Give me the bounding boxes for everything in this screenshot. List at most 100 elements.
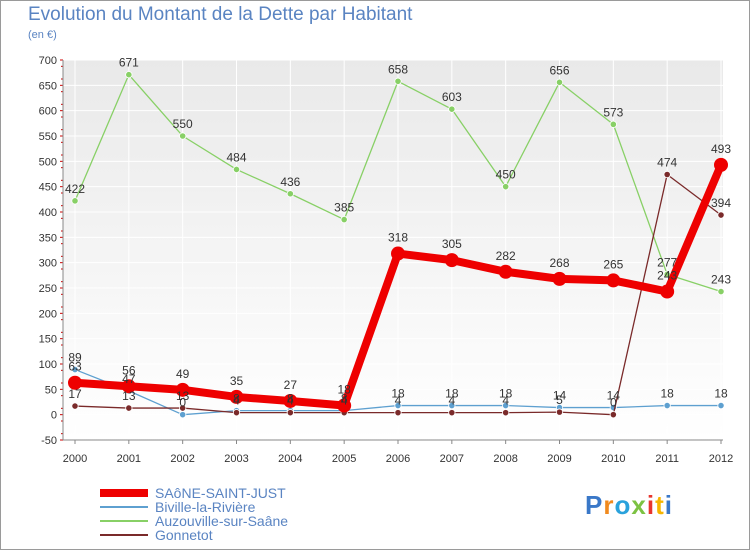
data-label: 14 xyxy=(607,389,621,403)
data-point xyxy=(391,246,405,261)
data-point xyxy=(286,190,294,198)
data-label: 658 xyxy=(388,62,408,76)
y-tick-label: 250 xyxy=(39,283,57,295)
data-label: 0 xyxy=(610,396,617,410)
data-label: 450 xyxy=(496,168,516,182)
data-point xyxy=(555,408,564,416)
data-label: 4 xyxy=(448,394,455,408)
y-tick-label: 650 xyxy=(39,80,57,92)
data-label: 8 xyxy=(341,392,348,406)
data-point xyxy=(714,157,728,172)
data-point xyxy=(502,409,510,417)
data-point xyxy=(394,409,402,417)
data-label: 4 xyxy=(341,394,348,408)
y-tick-label: 600 xyxy=(39,106,57,118)
y-tick-label: 700 xyxy=(39,55,57,67)
y-tick-label: 100 xyxy=(39,359,57,371)
data-point xyxy=(68,375,82,390)
chart-unit-label: (en €) xyxy=(28,29,57,41)
data-label: 265 xyxy=(603,257,623,271)
data-label: 394 xyxy=(711,196,731,210)
data-label: 422 xyxy=(65,182,85,196)
data-label: 268 xyxy=(549,256,569,270)
x-tick-label: 2004 xyxy=(278,453,302,465)
data-label: 4 xyxy=(395,394,402,408)
data-label: 573 xyxy=(603,105,623,119)
x-tick-label: 2009 xyxy=(547,453,571,465)
data-label: 18 xyxy=(714,387,728,401)
data-point xyxy=(175,382,190,397)
data-point xyxy=(179,411,187,419)
data-label: 5 xyxy=(556,393,563,407)
proxiti-logo: Proxiti xyxy=(585,490,673,520)
data-point xyxy=(71,365,79,374)
data-label: 4 xyxy=(287,394,294,408)
data-label: 8 xyxy=(233,392,240,406)
x-tick-label: 2002 xyxy=(170,453,194,465)
data-label: 603 xyxy=(442,90,462,104)
data-label: 436 xyxy=(280,175,300,189)
data-label: 305 xyxy=(442,237,462,251)
y-tick-label: 150 xyxy=(39,334,57,346)
data-label: 63 xyxy=(68,360,82,374)
y-tick-label: 50 xyxy=(45,384,57,396)
data-point xyxy=(609,120,617,128)
x-tick-label: 2001 xyxy=(117,453,141,465)
data-label: 18 xyxy=(499,387,513,401)
data-point xyxy=(232,165,241,174)
y-tick-label: 0 xyxy=(51,410,57,422)
data-label: 18 xyxy=(445,387,459,401)
legend-label-0: SAôNE-SAINT-JUST xyxy=(155,485,286,501)
data-point xyxy=(179,404,187,412)
y-tick-label: 400 xyxy=(39,207,57,219)
x-tick-label: 2006 xyxy=(386,453,410,465)
data-label: 89 xyxy=(68,351,82,365)
data-point xyxy=(125,404,133,412)
data-label: 27 xyxy=(284,378,298,392)
data-point xyxy=(121,379,136,394)
data-point xyxy=(179,132,187,140)
data-label: 243 xyxy=(657,269,677,283)
y-tick-label: -50 xyxy=(41,435,57,447)
data-label: 14 xyxy=(553,389,567,403)
legend-label-3: Gonnetot xyxy=(155,527,213,543)
chart-title: Evolution du Montant de la Dette par Hab… xyxy=(28,4,413,25)
data-point xyxy=(606,273,621,288)
data-point xyxy=(663,170,671,179)
data-label: 282 xyxy=(496,249,516,263)
x-tick-label: 2007 xyxy=(440,453,464,465)
data-label: 484 xyxy=(226,150,246,164)
data-label: 47 xyxy=(122,372,136,386)
data-point xyxy=(552,271,567,286)
data-label: 474 xyxy=(657,156,677,170)
data-label: 4 xyxy=(233,394,240,408)
data-point xyxy=(717,211,725,219)
data-point xyxy=(717,287,725,296)
data-label: 49 xyxy=(176,367,190,381)
data-label: 493 xyxy=(711,142,731,156)
y-tick-label: 200 xyxy=(39,308,57,320)
data-point xyxy=(660,284,675,299)
data-point xyxy=(229,389,244,404)
legend-label-1: Biville-la-Rivière xyxy=(155,499,256,515)
data-point xyxy=(502,183,510,191)
y-tick-label: 500 xyxy=(39,156,57,168)
data-point xyxy=(717,401,725,410)
x-tick-label: 2011 xyxy=(655,453,679,465)
data-label: 18 xyxy=(391,387,405,401)
data-label: 0 xyxy=(179,396,186,410)
data-label: 8 xyxy=(287,392,294,406)
data-point xyxy=(448,409,456,417)
data-label: 277 xyxy=(657,255,677,269)
data-label: 13 xyxy=(122,389,136,403)
data-point xyxy=(609,411,617,419)
data-point xyxy=(71,402,79,410)
data-label: 385 xyxy=(334,201,354,215)
data-label: 18 xyxy=(660,387,674,401)
data-point xyxy=(444,253,459,268)
data-label: 13 xyxy=(176,389,190,403)
data-label: 17 xyxy=(68,387,82,401)
data-point xyxy=(394,77,402,85)
data-point xyxy=(71,197,79,205)
